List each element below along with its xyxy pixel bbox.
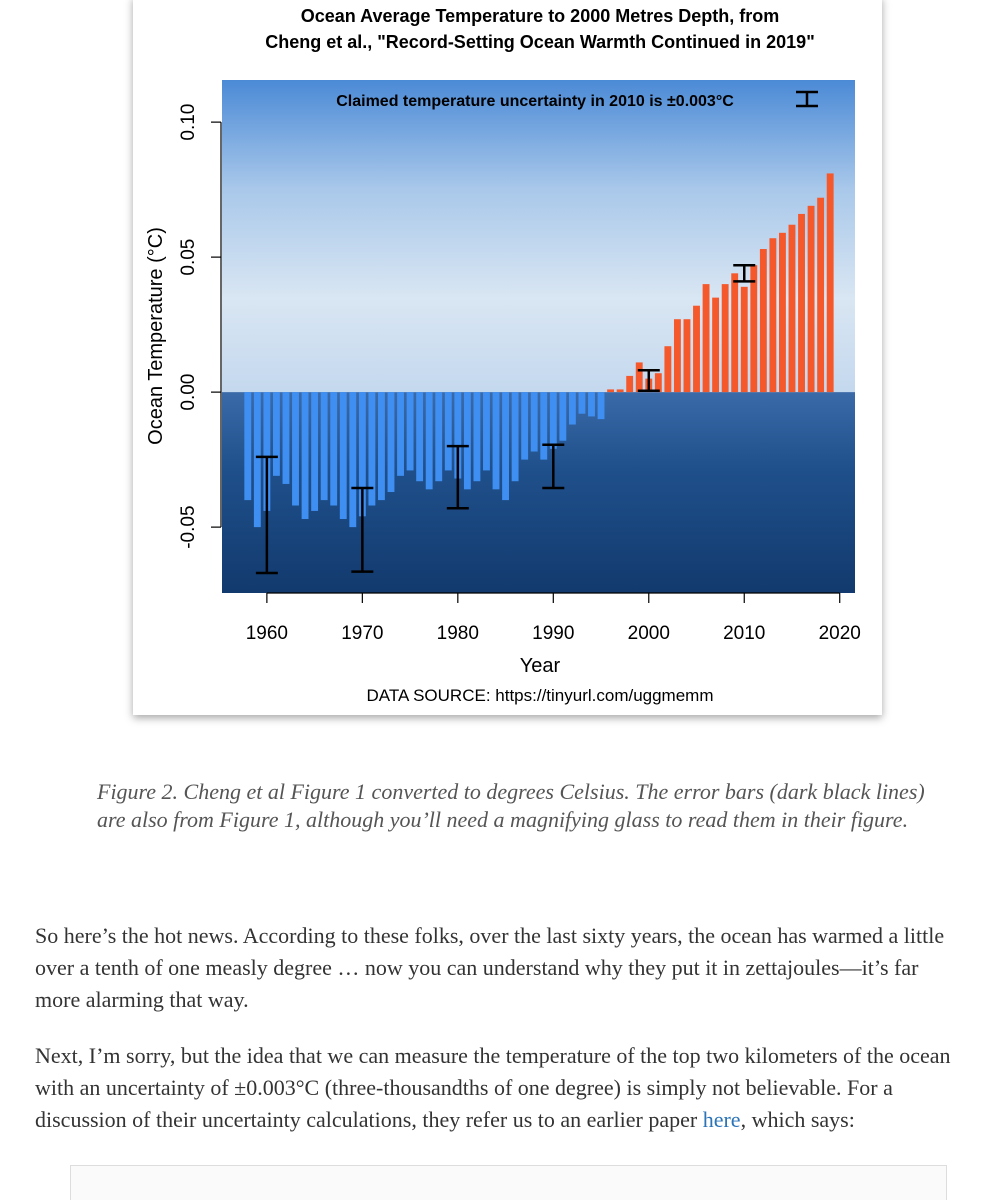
bar — [311, 392, 319, 511]
bar — [635, 362, 643, 393]
bar — [702, 284, 710, 393]
bar — [616, 389, 624, 393]
bar — [339, 392, 347, 520]
bar — [444, 392, 452, 471]
bar — [693, 305, 700, 393]
bar — [282, 392, 290, 484]
bar — [568, 392, 576, 425]
bar — [759, 249, 767, 393]
bar — [387, 392, 395, 493]
bar — [473, 392, 481, 482]
bar — [578, 392, 586, 414]
bar — [378, 392, 385, 501]
x-axis-label: Year — [520, 655, 561, 677]
x-tick-label: 1990 — [532, 623, 574, 644]
legend-error-icon — [796, 90, 818, 108]
x-tick-label: 2020 — [819, 623, 861, 644]
bar — [406, 392, 414, 471]
paragraph-text: Next, I’m sorry, but the idea that we ca… — [35, 1043, 951, 1132]
bar — [549, 392, 557, 449]
paragraph: So here’s the hot news. According to the… — [35, 920, 965, 1016]
bar — [798, 213, 805, 393]
y-tick-label: 0.00 — [178, 374, 199, 411]
bar — [483, 392, 490, 471]
paragraph: Next, I’m sorry, but the idea that we ca… — [35, 1040, 965, 1136]
x-tick-label: 1980 — [437, 623, 479, 644]
y-tick-label: -0.05 — [178, 505, 199, 548]
annotation: Claimed temperature uncertainty in 2010 … — [336, 93, 734, 110]
bar — [664, 346, 672, 393]
bar — [521, 392, 529, 460]
paragraph-text: So here’s the hot news. According to the… — [35, 923, 945, 1012]
chart: Ocean Average Temperature to 2000 Metres… — [145, 6, 861, 705]
bar — [368, 392, 376, 506]
error-bar — [637, 369, 660, 393]
bar — [263, 392, 271, 511]
bar — [673, 319, 681, 393]
bar — [435, 392, 443, 482]
sky-background — [222, 80, 855, 393]
error-bar — [542, 443, 565, 490]
bar — [502, 392, 509, 501]
bar — [530, 392, 538, 452]
bar — [454, 392, 462, 479]
y-tick-label: 0.05 — [178, 239, 199, 276]
bar — [272, 392, 280, 476]
bar — [807, 205, 815, 393]
bar — [463, 392, 471, 490]
bar — [559, 392, 567, 441]
bar — [425, 392, 433, 490]
y-axis-label: Ocean Temperature (°C) — [145, 227, 167, 445]
y-tick-label: 0.10 — [178, 104, 199, 141]
bar — [511, 392, 519, 482]
blockquote — [70, 1165, 947, 1200]
figure-caption: Figure 2. Cheng et al Figure 1 converted… — [97, 779, 925, 832]
bar — [750, 265, 758, 393]
chart-title: Ocean Average Temperature to 2000 Metres… — [301, 6, 780, 26]
bar — [540, 392, 548, 460]
bar — [492, 392, 500, 490]
bar — [731, 273, 739, 393]
bar — [597, 392, 605, 420]
error-bar — [733, 263, 756, 283]
bar — [779, 232, 786, 393]
error-bar — [446, 444, 469, 510]
bar — [397, 392, 404, 476]
bar — [244, 392, 252, 501]
bar — [588, 392, 595, 417]
bar — [683, 319, 691, 393]
bar — [788, 224, 796, 393]
bar — [826, 173, 834, 393]
bar — [626, 375, 634, 393]
bar — [607, 389, 615, 393]
bar — [301, 392, 309, 520]
x-tick-label: 2000 — [628, 623, 670, 644]
bar — [712, 297, 720, 393]
x-tick-label: 1970 — [341, 623, 383, 644]
bar — [817, 197, 825, 393]
error-bar — [255, 455, 278, 575]
x-tick-label: 2010 — [723, 623, 765, 644]
bar — [721, 284, 729, 393]
bar — [654, 373, 662, 393]
bar — [253, 392, 261, 528]
paragraph-text: , which says: — [740, 1107, 855, 1132]
bar — [292, 392, 299, 506]
chart-title: Cheng et al., "Record-Setting Ocean Warm… — [265, 32, 814, 52]
bar — [740, 286, 748, 393]
bar — [769, 238, 777, 393]
error-bar — [351, 486, 374, 573]
bar — [358, 392, 366, 517]
bar — [320, 392, 328, 501]
x-tick-label: 1960 — [246, 623, 288, 644]
link[interactable]: here — [702, 1107, 741, 1132]
bar — [330, 392, 338, 506]
source: DATA SOURCE: https://tinyurl.com/uggmemm — [366, 686, 713, 705]
bar — [416, 392, 424, 482]
bar — [349, 392, 357, 528]
